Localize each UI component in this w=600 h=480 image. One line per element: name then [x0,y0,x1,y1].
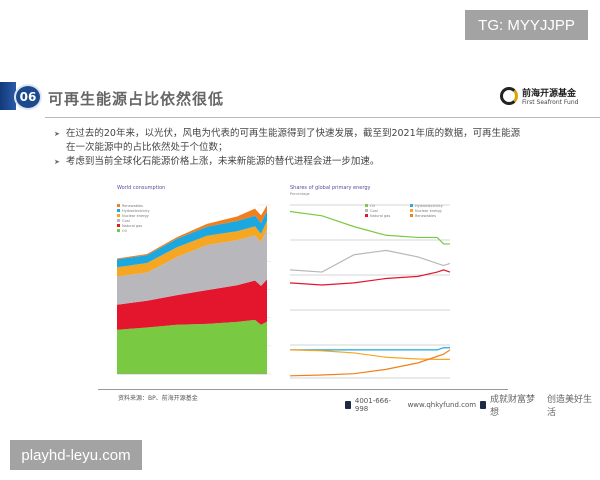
area-oil [117,319,267,374]
legend-item: Nuclear energy [410,208,460,213]
slogan-1: 成就财富梦想 [490,395,536,418]
chart1-svg [117,204,271,375]
line-gas [289,269,451,286]
legend-item: Hydroelectricity [410,203,460,208]
line-coal [289,249,451,273]
chart2-subtitle: Percentage [290,192,310,196]
legend-item: Renewables [410,213,460,218]
bullet-1: ➤ 在过去的20年来，以光伏，风电为代表的可再生能源得到了快速发展，截至到2021… [54,127,524,155]
legend-item: Oil [117,228,150,233]
legend-label: Coal [370,208,378,213]
chart2-title: Shares of global primary energy [290,185,371,191]
legend-swatch [117,219,120,222]
bullet-text: 在过去的20年来，以光伏，风电为代表的可再生能源得到了快速发展，截至到2021年… [65,128,521,153]
legend-swatch [410,209,413,212]
chart1-title: World consumption [117,185,166,191]
legend-item: Coal [117,218,150,223]
legend-item: Hydroelectricity [117,208,150,213]
wechat-icon [480,401,486,409]
legend-swatch [117,214,120,217]
legend-label: Nuclear energy [415,208,442,213]
logo-name-en: First Seafront Fund [522,99,579,106]
legend-label: Oil [122,228,127,233]
legend-swatch [117,229,120,232]
slogan-2: 创造美好生活 [547,395,593,418]
legend-item: Oil [365,203,410,208]
phone-icon [345,401,351,409]
legend-label: Renewables [415,213,436,218]
legend-swatch [365,214,368,217]
legend-item: Renewables [117,203,150,208]
footer-divider [98,389,508,390]
area-coal [117,229,267,305]
bullet-2: ➤ 考虑到当前全球化石能源价格上涨，未来新能源的替代进程会进一步加速。 [54,155,379,169]
legend-item: Nuclear energy [117,213,150,218]
legend-swatch [365,209,368,212]
legend-label: Natural gas [122,223,143,228]
website-link[interactable]: www.qhkyfund.com [407,401,477,409]
source-note: 资料来源：BP、前海开源基金 [118,395,198,402]
arrow-icon: ➤ [54,158,60,166]
header-divider [45,117,600,118]
arrow-icon: ➤ [54,130,60,138]
legend-item: Natural gas [365,213,410,218]
watermark-bottom: playhd-leyu.com [10,440,142,470]
chart2-svg [289,204,451,379]
line-oil [289,210,450,245]
line-hydro [290,347,450,351]
area-nuclear [117,221,267,277]
chart1-legend: Renewables Hydroelectricity Nuclear energy… [117,203,150,233]
legend-label: Hydroelectricity [415,203,443,208]
legend-item: Natural gas [117,223,150,228]
section-number: 06 [14,84,42,110]
header-band [0,82,16,110]
slide-title: 可再生能源占比依然很低 [48,90,225,108]
area-renewables [117,205,267,260]
legend-swatch [410,214,413,217]
company-logo: 前海开源基金 First Seafront Fund [500,86,578,106]
legend-swatch [117,204,120,207]
legend-label: Renewables [122,203,143,208]
phone-number: 4001-666-998 [354,397,392,413]
legend-swatch [117,224,120,227]
area-gas [117,279,267,330]
legend-label: Nuclear energy [122,213,149,218]
legend-label: Natural gas [370,213,391,218]
bullet-text: 考虑到当前全球化石能源价格上涨，未来新能源的替代进程会进一步加速。 [65,156,380,167]
legend-label: Oil [370,203,375,208]
legend-swatch [117,209,120,212]
area-hydro [117,210,267,268]
legend-item: Coal [365,208,410,213]
chart2-legend: Oil Hydroelectricity Coal Nuclear energy Nat… [365,203,460,218]
legend-label: Coal [122,218,130,223]
footer-contact: 4001-666-998 www.qhkyfund.com 成就财富梦想 创造美… [345,392,600,418]
logo-name-cn: 前海开源基金 [522,89,577,99]
legend-swatch [365,204,368,207]
logo-icon [500,87,518,105]
legend-label: Hydroelectricity [122,208,150,213]
line-nuclear [289,349,450,361]
watermark-top: TG: MYYJJPP [465,10,588,40]
legend-swatch [410,204,413,207]
line-renewables [289,349,451,377]
